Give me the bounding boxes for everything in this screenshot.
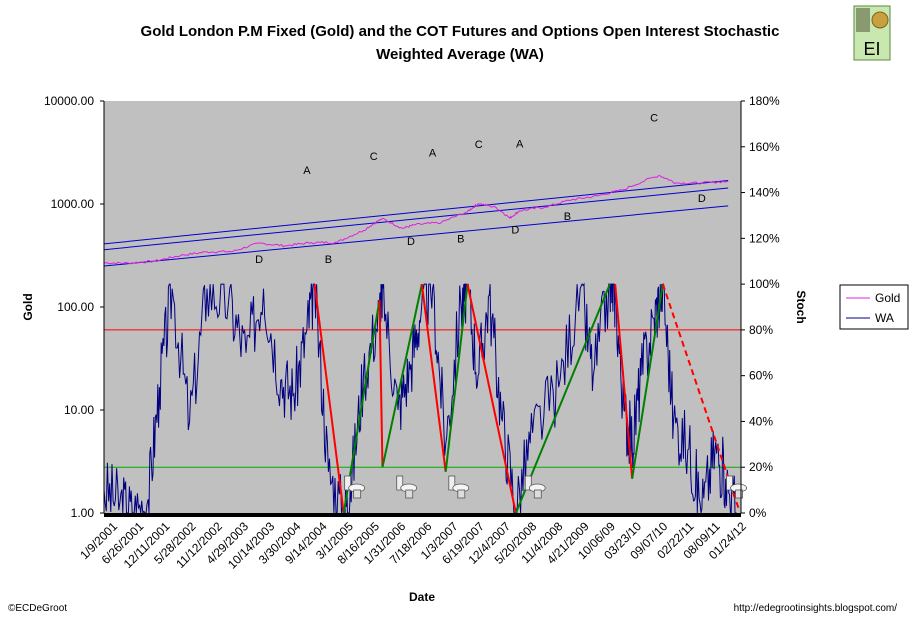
- footer-copyright: ©ECDeGroot: [8, 603, 67, 614]
- x-axis: 1/9/20016/26/200112/11/20015/28/200211/1…: [77, 513, 749, 572]
- channel-line-2: [103, 187, 729, 251]
- gold-line: [104, 174, 729, 265]
- y2-axis-ticks: 180% 160% 140% 120% 100% 80% 60% 40% 20% 0%: [741, 94, 780, 520]
- annotation-c-4: C: [475, 139, 483, 151]
- annotation-d-10: D: [407, 236, 415, 248]
- trend-line-3: [378, 300, 384, 468]
- annotation-d-7: D: [698, 193, 706, 205]
- y-tick-label: 1.00: [71, 506, 95, 520]
- toilet-tank: [448, 475, 456, 491]
- toilet-icon: [524, 475, 546, 499]
- annotation-c-2: C: [370, 151, 378, 163]
- logo-text: EI: [863, 39, 880, 59]
- y2-tick-label: 40%: [749, 414, 773, 428]
- gold-channel-lines: [103, 180, 729, 267]
- y-tick-label: 10000.00: [44, 94, 94, 108]
- toilet-tank: [524, 475, 532, 491]
- trend-line-8: [514, 283, 611, 514]
- legend-wa-label: WA: [875, 311, 894, 325]
- annotations: A C A C A C D D B D B D B: [255, 113, 706, 266]
- y-tick-label: 100.00: [57, 300, 94, 314]
- y-axis-ticks: 10000.00 1000.00 100.00 10.00 1.00: [44, 94, 104, 520]
- trend-line-7: [466, 283, 517, 514]
- toilet-base: [405, 489, 414, 499]
- toilet-base: [735, 489, 743, 499]
- y2-axis-label: Stoch: [794, 290, 808, 323]
- annotation-b-13: B: [564, 211, 571, 223]
- x-axis-label: Date: [409, 590, 435, 604]
- annotation-b-9: B: [325, 254, 332, 266]
- toilet-tank: [344, 475, 352, 491]
- trend-line-6: [444, 283, 469, 472]
- channel-line-1: [103, 180, 729, 245]
- toilet-base: [353, 489, 362, 499]
- trend-line-4: [381, 283, 423, 468]
- toilet-icons: [344, 475, 747, 499]
- gold-series: [104, 174, 729, 265]
- toilet-tank: [726, 475, 733, 491]
- trend-line-10: [631, 283, 664, 479]
- y2-tick-label: 0%: [749, 506, 767, 520]
- y2-tick-label: 80%: [749, 323, 773, 337]
- trend-line-9: [614, 284, 634, 479]
- annotation-c-6: C: [650, 113, 658, 125]
- plot-area: [104, 101, 741, 513]
- y-axis-label: Gold: [21, 293, 35, 320]
- legend: Gold WA: [839, 284, 909, 330]
- toilet-tank: [396, 475, 404, 491]
- toilet-icon: [344, 475, 366, 499]
- footer-url: http://edegrootinsights.blogspot.com/: [734, 603, 898, 614]
- channel-line-3: [103, 205, 729, 267]
- y-tick-label: 1000.00: [51, 197, 95, 211]
- annotation-b-11: B: [457, 233, 464, 245]
- y2-tick-label: 100%: [749, 277, 780, 291]
- ei-logo: EI: [853, 5, 891, 61]
- y2-tick-label: 120%: [749, 231, 780, 245]
- toilet-icon: [396, 475, 418, 499]
- logo-coin-icon: [871, 11, 889, 29]
- y2-tick-label: 140%: [749, 186, 780, 200]
- toilet-base: [533, 489, 542, 499]
- chart-title-line-1: Gold London P.M Fixed (Gold) and the COT…: [141, 23, 780, 40]
- chart-title-line-2: Weighted Average (WA): [376, 46, 544, 63]
- y2-tick-label: 20%: [749, 460, 773, 474]
- logo-portrait: [856, 8, 870, 32]
- annotation-a-3: A: [429, 147, 437, 159]
- y2-tick-label: 180%: [749, 94, 780, 108]
- annotation-d-8: D: [255, 254, 263, 266]
- trend-line-5: [420, 283, 447, 472]
- legend-gold-label: Gold: [875, 291, 900, 305]
- y-tick-label: 10.00: [64, 403, 94, 417]
- annotation-d-12: D: [511, 224, 519, 236]
- wa-line: [103, 282, 737, 515]
- wa-series: [103, 282, 737, 515]
- y2-tick-label: 60%: [749, 369, 773, 383]
- x-axis-tick-band: [104, 513, 741, 517]
- legend-box: [839, 284, 909, 330]
- trend-line-1: [313, 283, 345, 514]
- toilet-icon: [448, 475, 470, 499]
- toilet-base: [457, 489, 466, 499]
- y2-tick-label: 160%: [749, 140, 780, 154]
- toilet-icon: [726, 475, 747, 499]
- annotation-a-1: A: [303, 165, 311, 177]
- annotation-a-5: A: [516, 138, 524, 150]
